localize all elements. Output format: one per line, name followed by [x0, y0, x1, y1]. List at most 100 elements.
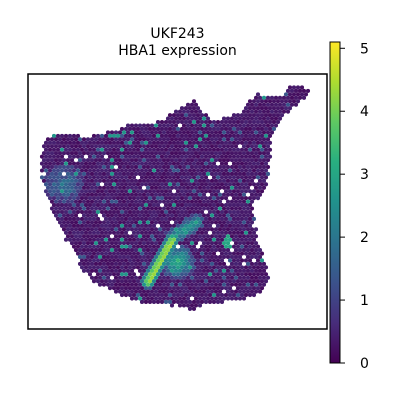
spot — [89, 261, 95, 266]
spot — [171, 223, 177, 228]
spot — [129, 123, 135, 128]
spot — [247, 272, 253, 277]
spot — [249, 178, 255, 183]
spot — [247, 265, 253, 270]
spot — [195, 161, 201, 166]
spot — [73, 178, 79, 183]
colorbar-tick-label: 4 — [360, 104, 369, 120]
spot — [141, 282, 147, 287]
spot — [207, 189, 213, 194]
spot — [249, 192, 255, 197]
spot — [247, 147, 253, 152]
spot — [149, 192, 155, 197]
spot — [193, 123, 199, 128]
spot — [63, 237, 69, 242]
spot — [199, 113, 205, 118]
spot — [255, 196, 261, 201]
spot — [55, 216, 61, 221]
spot — [243, 106, 249, 111]
spot — [185, 199, 191, 204]
spot — [163, 133, 169, 138]
spot — [147, 293, 153, 298]
spot — [253, 234, 259, 239]
spot — [135, 189, 141, 194]
spot — [75, 133, 81, 138]
spot — [163, 244, 169, 249]
spot — [189, 282, 195, 287]
spot — [171, 147, 177, 152]
spot — [97, 254, 103, 260]
spot — [223, 126, 229, 132]
spot — [249, 275, 255, 280]
spot — [165, 261, 171, 266]
spot — [149, 261, 155, 266]
spot — [175, 286, 181, 291]
spot — [111, 223, 117, 228]
spot — [229, 296, 235, 301]
spot — [135, 161, 141, 166]
spot — [165, 213, 171, 218]
spot — [115, 244, 121, 249]
spot — [131, 196, 137, 201]
spot — [39, 154, 45, 159]
spot — [97, 137, 103, 142]
spot — [175, 223, 181, 228]
spot — [185, 158, 191, 163]
spot — [93, 275, 99, 280]
spot — [197, 144, 203, 149]
spot — [125, 137, 131, 142]
spot — [63, 203, 69, 208]
spot — [113, 268, 119, 273]
spot — [213, 178, 219, 183]
spot — [271, 120, 277, 125]
spot — [165, 185, 171, 190]
spot — [139, 175, 145, 180]
spot — [75, 196, 81, 201]
spot — [185, 192, 191, 197]
spot — [137, 158, 143, 163]
spot — [277, 109, 283, 114]
spot — [97, 151, 103, 156]
spot — [233, 213, 239, 218]
spot — [69, 227, 75, 232]
spot — [191, 133, 197, 138]
spot — [113, 199, 119, 204]
spot — [229, 116, 235, 121]
spot — [109, 158, 115, 163]
spot — [97, 171, 103, 177]
spot — [241, 185, 247, 190]
spot — [257, 151, 263, 156]
spot — [137, 123, 143, 128]
spot — [79, 196, 85, 201]
spot — [255, 154, 261, 159]
spot — [203, 286, 209, 291]
spot — [81, 192, 87, 197]
spot — [259, 106, 265, 111]
spot — [67, 168, 73, 173]
spot — [181, 261, 187, 266]
spot — [225, 296, 231, 301]
spot — [143, 203, 149, 208]
spot — [149, 248, 155, 253]
spot — [195, 203, 201, 208]
spot — [211, 299, 217, 305]
spot — [213, 220, 219, 225]
spot — [211, 209, 217, 215]
spot — [119, 189, 125, 194]
spot — [143, 265, 149, 270]
spot — [211, 230, 217, 235]
spot — [169, 123, 175, 128]
spot — [215, 120, 221, 125]
spot — [199, 244, 205, 249]
spot — [265, 275, 271, 280]
spot — [87, 161, 93, 166]
spot — [229, 151, 235, 156]
spot — [177, 241, 183, 246]
spot — [239, 147, 245, 152]
spot — [193, 227, 199, 232]
spot — [191, 203, 197, 208]
spot — [163, 140, 169, 145]
spot — [89, 158, 95, 163]
spot — [235, 161, 241, 166]
